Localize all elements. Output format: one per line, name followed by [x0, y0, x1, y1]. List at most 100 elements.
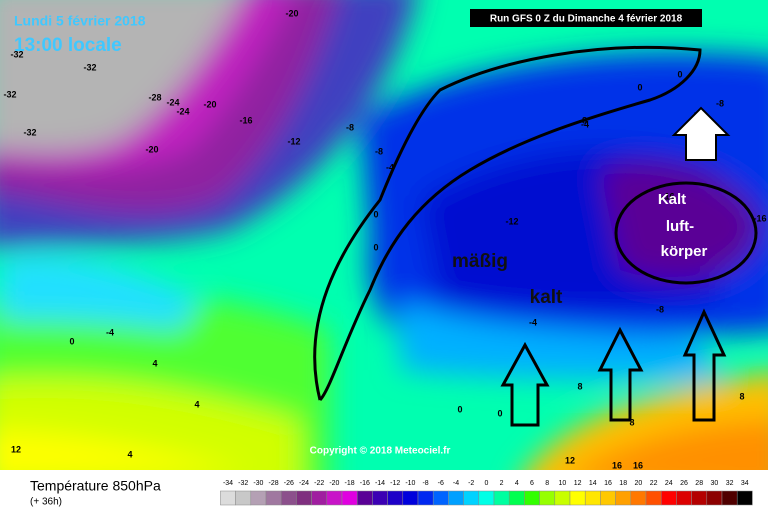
contour-label: 0 — [637, 82, 642, 92]
contour-label: -16 — [239, 115, 252, 125]
contour-label: -16 — [753, 213, 766, 223]
scale-swatch — [341, 490, 358, 506]
contour-label: -32 — [10, 49, 23, 59]
scale-swatch — [524, 490, 540, 506]
footer-lead: (+ 36h) — [30, 497, 62, 508]
scale-swatch — [448, 490, 464, 506]
scale-label: 30 — [711, 480, 719, 487]
scale-label: 4 — [515, 480, 519, 487]
arrow-up-white — [671, 106, 731, 161]
contour-label: 0 — [497, 408, 502, 418]
scale-label: 14 — [589, 480, 597, 487]
scale-swatch — [402, 490, 419, 506]
scale-label: -16 — [360, 480, 370, 487]
scale-swatch — [600, 490, 616, 506]
scale-label: 18 — [619, 480, 627, 487]
scale-swatch — [676, 490, 692, 506]
scale-swatch — [463, 490, 480, 506]
contour-label: 16 — [633, 460, 643, 470]
contour-label: 12 — [565, 455, 575, 465]
scale-label: -28 — [269, 480, 279, 487]
scale-label: 34 — [741, 480, 749, 487]
forecast-time: 13:00 locale — [14, 35, 122, 56]
contour-label: -4 — [581, 119, 589, 129]
scale-swatch — [311, 490, 328, 506]
scale-swatch — [630, 490, 647, 506]
scale-label: 28 — [695, 480, 703, 487]
scale-label: 20 — [635, 480, 643, 487]
run-box — [470, 9, 702, 27]
contour-label: -32 — [3, 89, 16, 99]
scale-swatch — [660, 490, 677, 506]
scale-swatch — [493, 490, 510, 506]
scale-swatch — [265, 490, 282, 506]
scale-label: -6 — [438, 480, 444, 487]
scale-label: -20 — [329, 480, 339, 487]
contour-label: -8 — [656, 304, 664, 314]
scale-swatch — [296, 490, 312, 506]
copyright: Copyright © 2018 Meteociel.fr — [310, 446, 451, 457]
color-scale: -34 -32 -30 -28 -26 -24 -22 -20 -18 -16 -14 -12 -10-… — [220, 480, 753, 506]
scale-swatch — [508, 490, 525, 506]
airmass-circle — [614, 181, 758, 285]
scale-swatch — [706, 490, 723, 506]
scale-swatch — [235, 490, 252, 506]
temperature-field — [0, 0, 768, 470]
footer-title: Température 850hPa — [30, 478, 161, 494]
scale-label: -34 — [223, 480, 233, 487]
scale-swatch — [736, 490, 753, 506]
forecast-date: Lundi 5 février 2018 — [14, 13, 146, 29]
annotation-moderate: mäßig — [452, 251, 508, 272]
contour-label: 8 — [577, 381, 582, 391]
scale-label: -10 — [405, 480, 415, 487]
airmass-line-3: körper — [661, 243, 708, 260]
contour-label: 0 — [373, 242, 378, 252]
contour-label: -24 — [166, 97, 179, 107]
contour-label: 8 — [739, 391, 744, 401]
scale-swatch — [432, 490, 449, 506]
scale-label: 6 — [530, 480, 534, 487]
scale-label: 32 — [726, 480, 734, 487]
scale-label: -24 — [299, 480, 309, 487]
scale-label: 22 — [650, 480, 658, 487]
contour-label: -12 — [287, 136, 300, 146]
scale-label: -14 — [375, 480, 385, 487]
scale-swatch — [220, 490, 236, 506]
scale-swatch — [356, 490, 373, 506]
contour-label: -20 — [145, 144, 158, 154]
scale-label: 16 — [604, 480, 612, 487]
contour-label: 0 — [457, 404, 462, 414]
scale-swatch — [478, 490, 495, 506]
scale-label: -18 — [345, 480, 355, 487]
contour-labels: -32 -32 -32 -32 -28 -24-24 -20 -20 -20 -16 -12 -8 -8… — [3, 8, 766, 470]
contour-label: -4 — [529, 317, 537, 327]
contour-label: 4 — [194, 399, 199, 409]
contour-label: -16 — [661, 191, 674, 201]
contour-label: 0 — [373, 209, 378, 219]
scale-label: 0 — [484, 480, 488, 487]
scale-label: -8 — [422, 480, 428, 487]
scale-label: -26 — [284, 480, 294, 487]
contour-label: -32 — [83, 62, 96, 72]
scale-label: -30 — [253, 480, 263, 487]
contour-label: 4 — [127, 449, 132, 459]
contour-label: -4 — [386, 162, 394, 172]
contour-label: -12 — [505, 216, 518, 226]
contour-label: 0 — [677, 69, 682, 79]
airmass-line-2: luft- — [666, 218, 694, 235]
contour-label: -28 — [148, 92, 161, 102]
scale-swatch — [615, 490, 632, 506]
scale-label: 26 — [680, 480, 688, 487]
arrows-up — [500, 308, 727, 427]
scale-label: 10 — [559, 480, 567, 487]
scale-label: 12 — [574, 480, 582, 487]
scale-swatch — [721, 490, 738, 506]
contour-label: 8 — [629, 417, 634, 427]
scale-label: 8 — [545, 480, 549, 487]
contour-label: 0 — [69, 336, 74, 346]
zero-isotherm — [313, 45, 702, 402]
scale-swatch — [326, 490, 343, 506]
scale-swatch — [691, 490, 708, 506]
scale-swatch — [387, 490, 404, 506]
